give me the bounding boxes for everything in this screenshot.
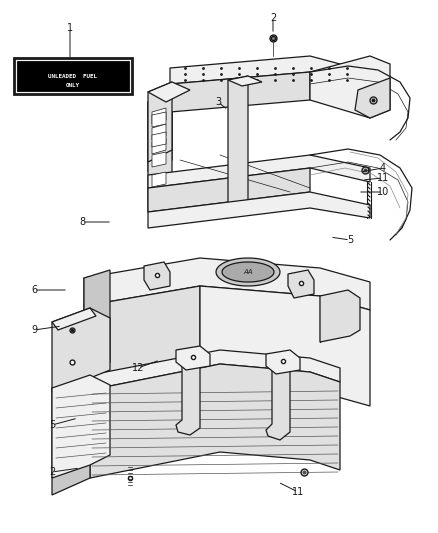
Polygon shape bbox=[148, 82, 190, 102]
Polygon shape bbox=[215, 258, 279, 286]
Text: 8: 8 bbox=[79, 217, 85, 227]
FancyBboxPatch shape bbox=[14, 58, 132, 94]
Polygon shape bbox=[152, 132, 166, 147]
Polygon shape bbox=[52, 308, 96, 330]
FancyBboxPatch shape bbox=[17, 61, 129, 91]
Polygon shape bbox=[84, 270, 110, 398]
Text: ONLY: ONLY bbox=[66, 83, 80, 87]
Polygon shape bbox=[90, 350, 339, 390]
Polygon shape bbox=[84, 286, 200, 398]
Polygon shape bbox=[152, 108, 166, 124]
Polygon shape bbox=[222, 262, 273, 282]
Text: 2: 2 bbox=[49, 467, 55, 477]
Polygon shape bbox=[227, 76, 247, 205]
Text: 1: 1 bbox=[67, 23, 73, 33]
Polygon shape bbox=[152, 152, 166, 167]
Text: UNLEADED  FUEL: UNLEADED FUEL bbox=[48, 74, 97, 78]
Polygon shape bbox=[176, 355, 200, 435]
Polygon shape bbox=[152, 138, 166, 154]
Polygon shape bbox=[287, 270, 313, 298]
Text: 11: 11 bbox=[376, 173, 388, 183]
Text: 6: 6 bbox=[31, 285, 37, 295]
Polygon shape bbox=[319, 290, 359, 342]
Text: AA: AA bbox=[243, 269, 252, 275]
Polygon shape bbox=[152, 124, 166, 140]
Polygon shape bbox=[52, 375, 90, 495]
Polygon shape bbox=[170, 72, 309, 112]
Polygon shape bbox=[354, 78, 389, 118]
Polygon shape bbox=[84, 258, 369, 310]
Text: 3: 3 bbox=[215, 97, 221, 107]
Polygon shape bbox=[265, 360, 290, 440]
Polygon shape bbox=[148, 192, 369, 228]
Polygon shape bbox=[152, 112, 166, 127]
Polygon shape bbox=[227, 76, 261, 86]
Polygon shape bbox=[148, 92, 172, 212]
Polygon shape bbox=[170, 56, 369, 88]
Polygon shape bbox=[90, 364, 339, 478]
Text: 11: 11 bbox=[291, 487, 304, 497]
Polygon shape bbox=[148, 82, 172, 162]
Polygon shape bbox=[144, 262, 170, 290]
Polygon shape bbox=[200, 286, 369, 406]
Text: 2: 2 bbox=[269, 13, 276, 23]
Polygon shape bbox=[52, 308, 110, 392]
Polygon shape bbox=[265, 350, 299, 374]
Polygon shape bbox=[148, 155, 369, 188]
Polygon shape bbox=[176, 346, 209, 370]
Polygon shape bbox=[148, 168, 309, 212]
Text: 10: 10 bbox=[376, 187, 388, 197]
Text: 12: 12 bbox=[131, 363, 144, 373]
Polygon shape bbox=[309, 56, 389, 118]
Text: 5: 5 bbox=[346, 235, 352, 245]
Text: 5: 5 bbox=[49, 420, 55, 430]
Polygon shape bbox=[148, 92, 172, 172]
Polygon shape bbox=[152, 172, 166, 187]
Text: 4: 4 bbox=[379, 163, 385, 173]
Polygon shape bbox=[52, 375, 110, 478]
Text: 9: 9 bbox=[31, 325, 37, 335]
